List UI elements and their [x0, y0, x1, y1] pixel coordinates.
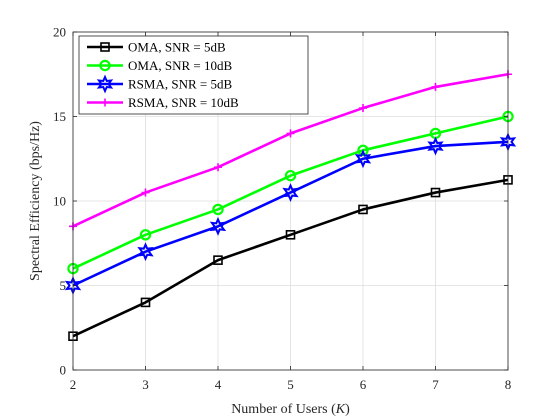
legend-item: OMA, SNR = 10dB: [87, 58, 232, 73]
y-tick-label: 0: [60, 363, 67, 378]
data-point: [137, 242, 154, 262]
legend-item: RSMA, SNR = 10dB: [87, 95, 239, 110]
series-line: [72, 115, 509, 270]
data-point: [139, 229, 152, 241]
legend-label: OMA, SNR = 10dB: [128, 58, 232, 73]
x-tick-label: 5: [287, 377, 294, 392]
data-point: [431, 82, 440, 91]
legend-marker: [101, 98, 109, 107]
data-point: [141, 188, 150, 197]
series-line: [72, 178, 509, 338]
data-point: [359, 104, 367, 113]
legend-label: OMA, SNR = 5dB: [128, 40, 226, 55]
x-tick-label: 6: [360, 377, 367, 392]
data-point: [214, 163, 222, 172]
y-tick-label: 20: [53, 25, 66, 40]
data-point: [285, 230, 296, 240]
data-point: [284, 169, 297, 182]
x-tick-label: 2: [70, 377, 77, 392]
legend-marker: [96, 74, 114, 94]
legend-box: [78, 35, 309, 115]
x-tick-labels: 2 3 4 5 6 7 8: [70, 377, 512, 392]
data-point: [354, 149, 372, 169]
x-tick-label: 7: [432, 377, 439, 392]
data-point: [213, 255, 223, 265]
series-3: [64, 132, 517, 295]
legend-item: RSMA, SNR = 5dB: [87, 74, 232, 94]
legend-label: RSMA, SNR = 5dB: [128, 77, 232, 92]
y-tick-labels: 0 5 10 15 20: [53, 25, 66, 378]
data-point: [209, 216, 227, 236]
data-point: [427, 136, 444, 156]
axis-ticks: [72, 31, 509, 371]
y-tick-label: 5: [60, 278, 67, 293]
legend-label: RSMA, SNR = 10dB: [128, 95, 239, 110]
legend-marker: [99, 59, 111, 72]
legend-item: OMA, SNR = 5dB: [87, 40, 226, 55]
x-tick-label: 4: [215, 377, 222, 392]
data-point: [357, 144, 369, 156]
y-tick-label: 15: [53, 109, 66, 124]
series-layer: [64, 70, 517, 342]
data-point: [212, 203, 224, 216]
y-axis-label: Spectral Efficiency (bps/Hz): [28, 121, 43, 281]
legend-marker: [100, 42, 110, 52]
x-axis-label: Number of Users (K): [231, 402, 350, 417]
y-tick-label: 10: [53, 194, 66, 209]
data-point: [140, 297, 151, 308]
series-line: [72, 140, 509, 287]
data-point: [286, 129, 295, 138]
x-tick-label: 8: [505, 377, 512, 392]
data-point: [430, 187, 441, 198]
data-point: [358, 204, 368, 215]
x-tick-label: 3: [142, 377, 149, 392]
data-point: [282, 183, 299, 203]
legend: OMA, SNR = 5dB OMA, SNR = 10dB RSMA, SNR =…: [78, 35, 309, 115]
